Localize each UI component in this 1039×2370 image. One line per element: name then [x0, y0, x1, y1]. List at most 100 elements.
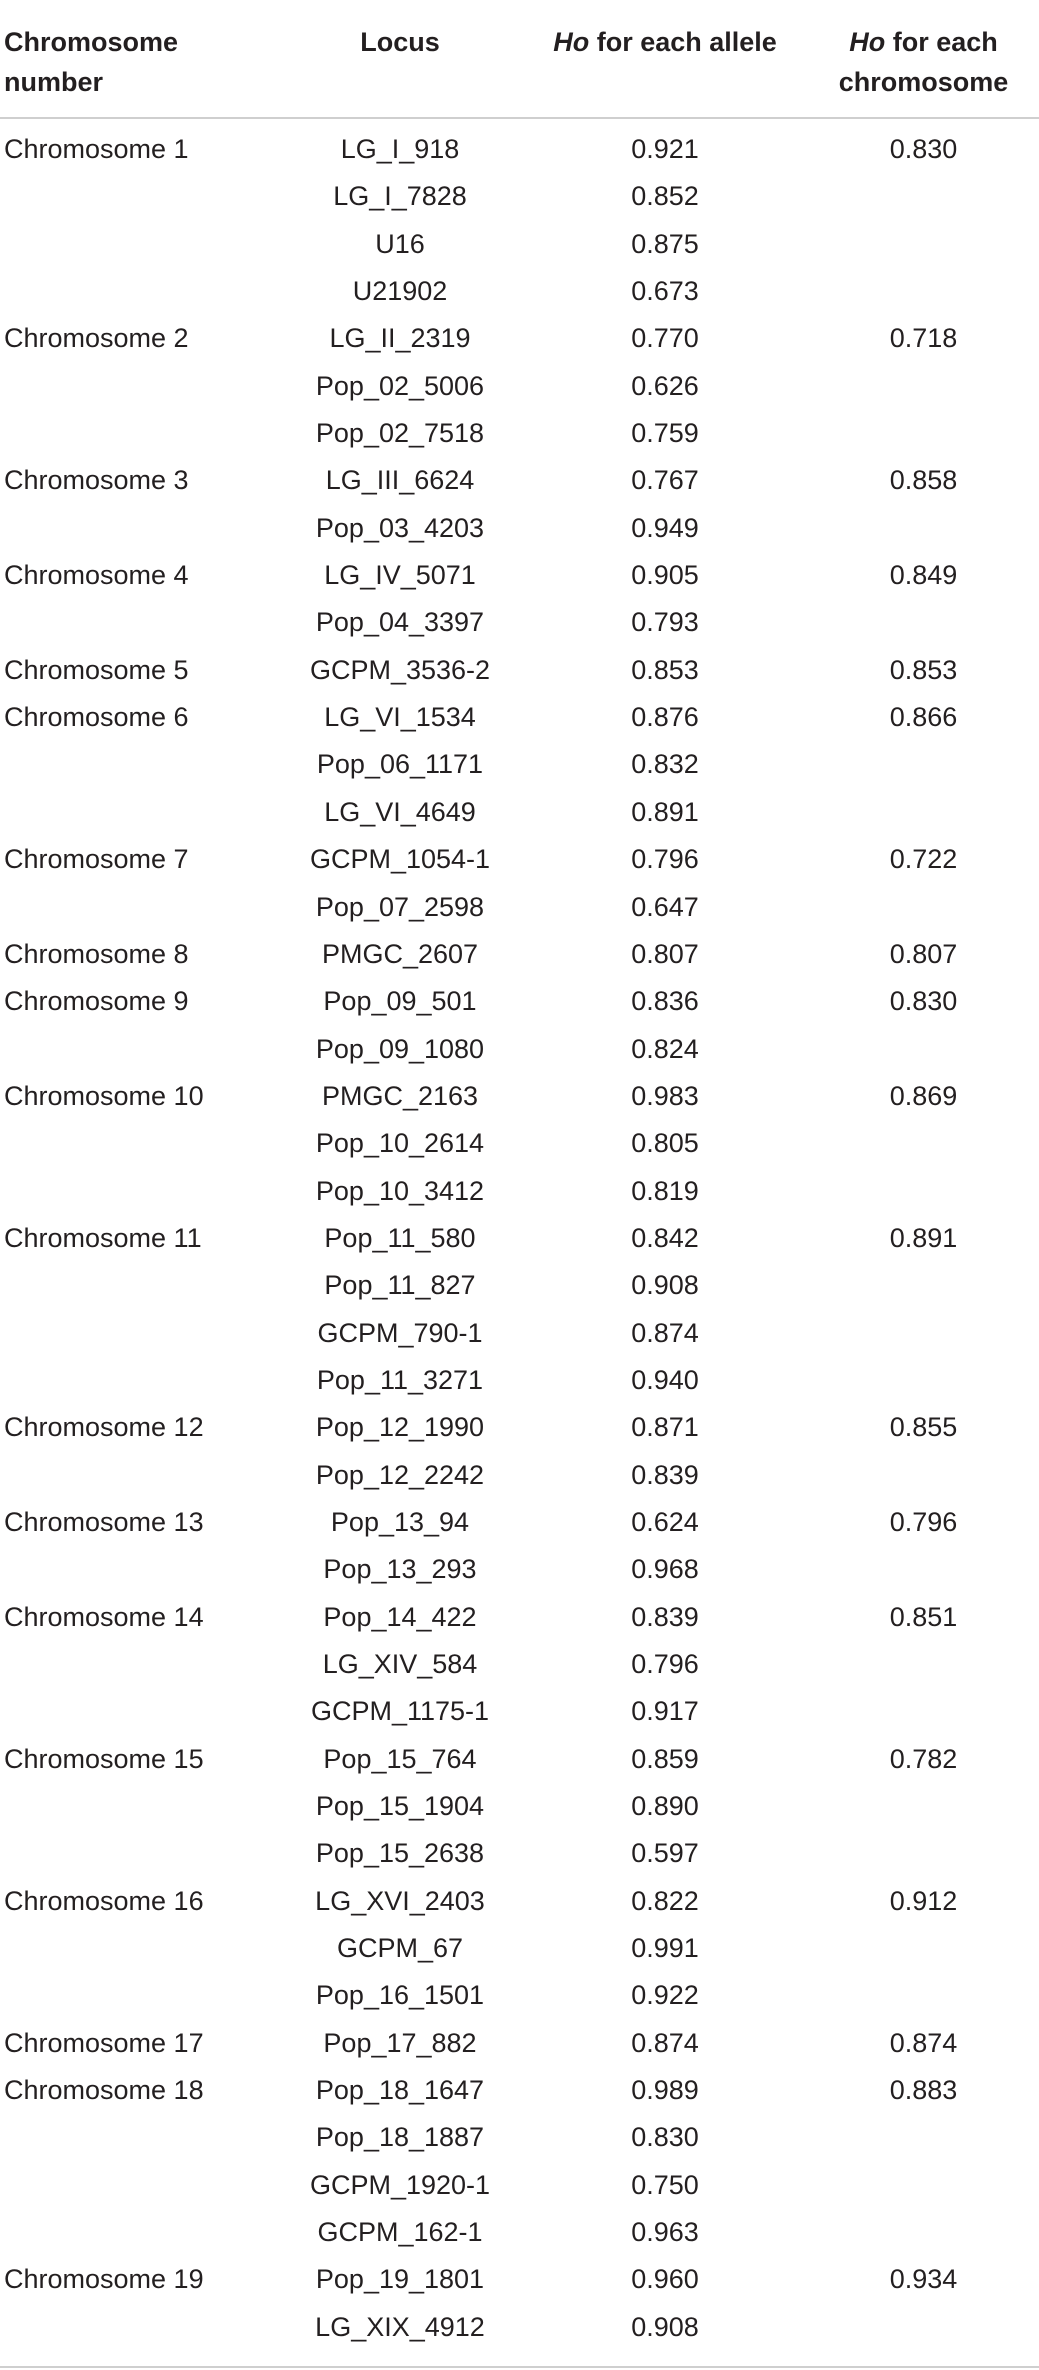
- cell-locus: Pop_13_293: [323, 1554, 477, 1585]
- cell-chromosome: Chromosome 18: [4, 2075, 204, 2106]
- cell-ho-allele: 0.626: [631, 370, 699, 401]
- table-row: Chromosome 11 Pop_11_580 0.842 0.891: [0, 1216, 1039, 1263]
- cell-locus: Pop_18_1647: [315, 2075, 485, 2106]
- table-row: Pop_18_1887 0.830: [0, 2115, 1039, 2162]
- cell-ho-allele: 0.832: [631, 749, 699, 780]
- table-row: Pop_12_2242 0.839: [0, 1453, 1039, 1500]
- cell-ho-chromosome: 0.849: [889, 560, 958, 591]
- table-row: LG_VI_4649 0.891: [0, 790, 1039, 837]
- cell-chromosome: Chromosome 17: [4, 2027, 204, 2058]
- cell-ho-chromosome: 0.830: [889, 986, 958, 1017]
- cell-ho-chromosome: 0.858: [889, 465, 958, 496]
- cell-locus: Pop_15_764: [323, 1743, 477, 1774]
- table-row: Pop_02_5006 0.626: [0, 364, 1039, 411]
- cell-chromosome: Chromosome 9: [4, 986, 189, 1017]
- cell-locus: GCPM_1175-1: [310, 1696, 490, 1727]
- table-row: Chromosome 5 GCPM_3536-2 0.853 0.853: [0, 648, 1039, 695]
- table-row: Chromosome 15 Pop_15_764 0.859 0.782: [0, 1737, 1039, 1784]
- cell-locus: LG_II_2319: [329, 323, 471, 354]
- cell-locus: Pop_11_580: [324, 1222, 476, 1253]
- table-row: GCPM_67 0.991: [0, 1926, 1039, 1973]
- cell-ho-allele: 0.983: [631, 1080, 699, 1111]
- cell-ho-allele: 0.853: [631, 654, 699, 685]
- table-row: Chromosome 4 LG_IV_5071 0.905 0.849: [0, 553, 1039, 600]
- cell-locus: Pop_18_1887: [315, 2122, 485, 2153]
- table-row: GCPM_1920-1 0.750: [0, 2163, 1039, 2210]
- cell-ho-allele: 0.807: [631, 938, 699, 969]
- cell-ho-chromosome: 0.853: [889, 654, 958, 685]
- cell-ho-chromosome: 0.912: [889, 1885, 958, 1916]
- cell-ho-allele: 0.908: [631, 1270, 699, 1301]
- cell-ho-chromosome: 0.718: [889, 323, 958, 354]
- cell-ho-allele: 0.940: [631, 1364, 699, 1395]
- table-row: Pop_13_293 0.968: [0, 1547, 1039, 1594]
- cell-ho-allele: 0.908: [631, 2311, 699, 2342]
- cell-locus: Pop_03_4203: [315, 512, 485, 543]
- header-ho-each-chromosome: Ho for each chromosome: [808, 22, 1039, 102]
- cell-ho-allele: 0.839: [631, 1459, 699, 1490]
- cell-locus: LG_III_6624: [325, 465, 475, 496]
- cell-ho-allele: 0.836: [631, 986, 699, 1017]
- table-row: LG_I_7828 0.852: [0, 174, 1039, 221]
- cell-ho-allele: 0.917: [631, 1696, 699, 1727]
- table-row: Chromosome 19 Pop_19_1801 0.960 0.934: [0, 2257, 1039, 2304]
- cell-locus: LG_XVI_2403: [315, 1885, 485, 1916]
- cell-locus: Pop_15_1904: [315, 1791, 485, 1822]
- cell-ho-allele: 0.852: [631, 181, 699, 212]
- cell-locus: PMGC_2607: [321, 938, 479, 969]
- table-row: Pop_15_2638 0.597: [0, 1831, 1039, 1878]
- cell-chromosome: Chromosome 3: [4, 465, 189, 496]
- cell-ho-allele: 0.859: [631, 1743, 699, 1774]
- table-row: Chromosome 10 PMGC_2163 0.983 0.869: [0, 1074, 1039, 1121]
- table-row: Chromosome 12 Pop_12_1990 0.871 0.855: [0, 1405, 1039, 1452]
- cell-ho-chromosome: 0.869: [889, 1080, 958, 1111]
- cell-ho-allele: 0.796: [631, 844, 699, 875]
- cell-chromosome: Chromosome 10: [4, 1080, 204, 1111]
- cell-ho-chromosome: 0.934: [889, 2264, 958, 2295]
- cell-ho-allele: 0.805: [631, 1128, 699, 1159]
- cell-locus: GCPM_67: [336, 1933, 464, 1964]
- header-ho-each-allele: Ho for each allele: [535, 22, 795, 62]
- table-row: Pop_10_3412 0.819: [0, 1169, 1039, 1216]
- cell-ho-allele: 0.839: [631, 1601, 699, 1632]
- cell-locus: Pop_02_5006: [315, 370, 485, 401]
- cell-locus: LG_XIX_4912: [315, 2311, 485, 2342]
- cell-chromosome: Chromosome 14: [4, 1601, 204, 1632]
- cell-ho-chromosome: 0.891: [889, 1222, 958, 1253]
- table-row: LG_XIX_4912 0.908: [0, 2305, 1039, 2352]
- cell-locus: Pop_10_3412: [315, 1175, 485, 1206]
- table-row: Pop_03_4203 0.949: [0, 506, 1039, 553]
- cell-ho-allele: 0.767: [631, 465, 699, 496]
- cell-locus: Pop_04_3397: [315, 607, 485, 638]
- cell-ho-allele: 0.842: [631, 1222, 699, 1253]
- cell-locus: GCPM_1920-1: [309, 2169, 491, 2200]
- table-row: Chromosome 14 Pop_14_422 0.839 0.851: [0, 1595, 1039, 1642]
- cell-locus: GCPM_790-1: [317, 1317, 483, 1348]
- table-row: Chromosome 6 LG_VI_1534 0.876 0.866: [0, 695, 1039, 742]
- table-row: Pop_07_2598 0.647: [0, 885, 1039, 932]
- cell-ho-allele: 0.960: [631, 2264, 699, 2295]
- header-allele-label: for each allele: [589, 27, 777, 57]
- cell-locus: Pop_12_1990: [315, 1412, 485, 1443]
- cell-ho-allele: 0.922: [631, 1980, 699, 2011]
- cell-locus: Pop_14_422: [323, 1601, 477, 1632]
- table-row: Chromosome 7 GCPM_1054-1 0.796 0.722: [0, 837, 1039, 884]
- table-body: Chromosome 1 LG_I_918 0.921 0.830 LG_I_7828 0…: [0, 127, 1039, 2352]
- table-row: GCPM_1175-1 0.917: [0, 1689, 1039, 1736]
- cell-ho-allele: 0.796: [631, 1649, 699, 1679]
- cell-chromosome: Chromosome 15: [4, 1743, 204, 1774]
- cell-ho-allele: 0.876: [631, 702, 699, 733]
- table-row: Pop_16_1501 0.922: [0, 1973, 1039, 2020]
- table-row: GCPM_162-1 0.963: [0, 2210, 1039, 2257]
- cell-chromosome: Chromosome 2: [4, 323, 189, 354]
- cell-locus: Pop_11_827: [324, 1270, 476, 1301]
- cell-locus: Pop_12_2242: [315, 1459, 485, 1490]
- cell-locus: Pop_07_2598: [315, 891, 485, 922]
- cell-ho-allele: 0.968: [631, 1554, 699, 1585]
- cell-ho-chromosome: 0.866: [889, 702, 958, 733]
- table-row: Pop_02_7518 0.759: [0, 411, 1039, 458]
- cell-locus: Pop_09_1080: [315, 1033, 485, 1064]
- cell-locus: GCPM_3536-2: [309, 654, 491, 685]
- table-row: U16 0.875: [0, 222, 1039, 269]
